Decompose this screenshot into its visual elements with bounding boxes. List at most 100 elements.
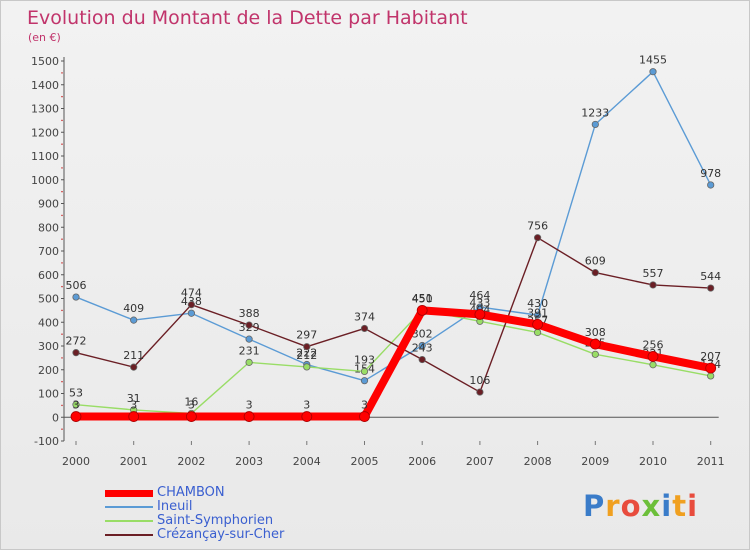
logo-letter: i [661, 489, 673, 523]
data-label-chambon: 256 [643, 338, 664, 351]
data-label-chambon: 308 [585, 326, 606, 339]
data-label-saint-symphorien: 212 [296, 349, 317, 362]
y-tick-label: 200 [38, 364, 59, 377]
y-minor-tick [61, 380, 63, 383]
data-label-cr-zan-ay-sur-cher: 388 [239, 307, 260, 320]
data-label-chambon: 3 [361, 399, 368, 412]
data-point-cr-zan-ay-sur-cher [360, 324, 369, 333]
data-point-chambon [474, 309, 486, 320]
series-line-ineuil [75, 70, 712, 382]
data-label-chambon: 3 [246, 399, 253, 412]
data-label-chambon: 3 [130, 399, 137, 412]
data-label-cr-zan-ay-sur-cher: 756 [527, 220, 548, 233]
data-point-cr-zan-ay-sur-cher [649, 281, 657, 289]
legend-swatch [105, 520, 153, 522]
data-label-chambon: 3 [188, 399, 195, 412]
logo-letter: t [672, 489, 688, 523]
data-label-ineuil: 1455 [639, 54, 667, 67]
x-tick-label: 2007 [466, 455, 494, 468]
y-minor-tick [61, 309, 63, 312]
y-tick-label: 1000 [31, 174, 59, 187]
data-point-saint-symphorien [591, 350, 599, 358]
data-label-cr-zan-ay-sur-cher: 609 [585, 255, 606, 268]
legend-label: CHAMBON [157, 485, 225, 500]
data-label-ineuil: 302 [412, 328, 433, 341]
data-point-chambon [416, 304, 428, 316]
data-label-ineuil: 222 [296, 347, 317, 360]
y-minor-tick [61, 285, 63, 288]
y-minor-tick [61, 262, 63, 264]
data-label-cr-zan-ay-sur-cher: 272 [66, 335, 87, 348]
y-tick-label: 1300 [31, 103, 59, 116]
data-label-ineuil: 978 [700, 167, 721, 180]
y-minor-tick [61, 167, 63, 169]
data-label-cr-zan-ay-sur-cher: 557 [643, 267, 664, 280]
y-tick-label: 600 [38, 269, 59, 282]
data-point-cr-zan-ay-sur-cher [707, 284, 715, 292]
y-tick-label: 300 [38, 340, 59, 353]
data-point-chambon [243, 411, 255, 422]
logo-letter: o [620, 489, 642, 523]
data-point-ineuil [72, 293, 80, 301]
series-line-chambon [72, 306, 715, 421]
legend-item: Saint-Symphorien [105, 514, 284, 528]
data-point-saint-symphorien [245, 358, 253, 366]
data-label-cr-zan-ay-sur-cher: 211 [123, 349, 144, 362]
y-tick-label: 1100 [31, 150, 59, 163]
data-label-cr-zan-ay-sur-cher: 474 [181, 287, 202, 300]
data-label-ineuil: 464 [469, 289, 490, 302]
data-label-saint-symphorien: 451 [412, 292, 433, 305]
data-point-chambon [705, 362, 717, 374]
legend-label: Ineuil [157, 499, 193, 514]
data-label-cr-zan-ay-sur-cher: 106 [469, 374, 490, 387]
data-point-chambon [589, 338, 601, 350]
y-minor-tick [61, 238, 63, 240]
data-label-ineuil: 506 [66, 279, 87, 292]
data-point-cr-zan-ay-sur-cher [130, 363, 138, 371]
data-point-cr-zan-ay-sur-cher [187, 301, 195, 309]
x-tick-label: 2010 [639, 455, 667, 468]
data-point-ineuil [533, 311, 542, 319]
data-point-chambon [532, 318, 543, 330]
data-label-ineuil: 409 [123, 302, 144, 315]
proxiti-logo: Proxiti [583, 489, 698, 523]
logo-letter: x [641, 489, 662, 523]
data-point-chambon [185, 411, 197, 422]
legend-swatch [105, 506, 153, 508]
y-tick-label: 1200 [31, 126, 59, 139]
data-point-saint-symphorien [649, 361, 657, 369]
data-point-cr-zan-ay-sur-cher [476, 388, 484, 396]
y-tick-label: 1500 [31, 55, 59, 68]
data-point-saint-symphorien [360, 367, 369, 376]
y-minor-tick [61, 95, 63, 98]
data-point-cr-zan-ay-sur-cher [533, 234, 542, 242]
data-point-chambon [359, 411, 370, 422]
data-label-ineuil: 430 [527, 297, 548, 310]
data-point-cr-zan-ay-sur-cher [418, 355, 426, 364]
x-tick-label: 2001 [120, 455, 148, 468]
data-point-ineuil [360, 377, 369, 385]
x-tick-label: 2003 [235, 455, 263, 468]
data-label-chambon: 3 [73, 399, 80, 412]
data-point-ineuil [591, 120, 599, 129]
data-point-ineuil [649, 68, 657, 76]
data-point-chambon [128, 411, 140, 422]
data-point-ineuil [187, 309, 195, 317]
legend-item: CHAMBON [105, 486, 284, 500]
data-label-saint-symphorien: 16 [184, 395, 198, 408]
data-label-chambon: 433 [469, 296, 490, 309]
y-minor-tick [61, 119, 63, 122]
data-point-saint-symphorien [72, 401, 80, 409]
x-tick-label: 2011 [697, 455, 725, 468]
legend-swatch [105, 534, 153, 536]
y-tick-label: -100 [34, 435, 59, 448]
data-point-cr-zan-ay-sur-cher [591, 269, 599, 277]
data-label-chambon: 450 [412, 292, 433, 305]
data-point-cr-zan-ay-sur-cher [303, 343, 311, 351]
legend-swatch [105, 489, 153, 497]
x-tick-label: 2005 [351, 455, 379, 468]
y-minor-tick [61, 404, 63, 407]
y-minor-tick [61, 72, 63, 74]
